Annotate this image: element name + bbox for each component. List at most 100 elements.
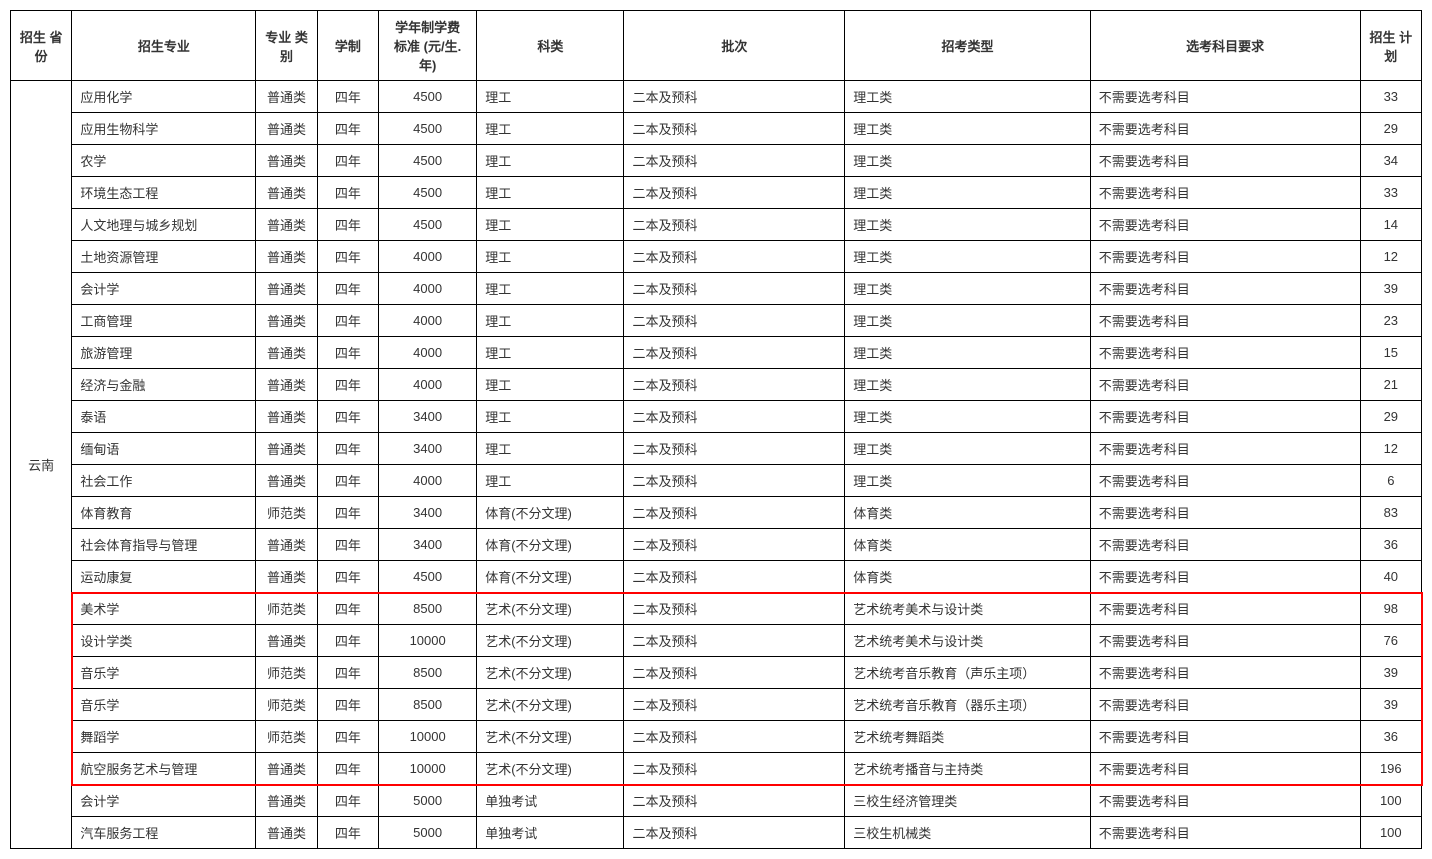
- duration-cell: 四年: [317, 561, 378, 593]
- major-cell: 旅游管理: [72, 337, 256, 369]
- plan-cell: 39: [1360, 273, 1421, 305]
- subject-cell: 单独考试: [477, 817, 624, 849]
- requirement-cell: 不需要选考科目: [1090, 657, 1360, 689]
- category-cell: 普通类: [256, 145, 317, 177]
- table-row: 工商管理普通类四年4000理工二本及预科理工类不需要选考科目23: [11, 305, 1422, 337]
- header-type: 招考类型: [845, 11, 1090, 81]
- category-cell: 普通类: [256, 241, 317, 273]
- tuition-cell: 3400: [379, 529, 477, 561]
- subject-cell: 艺术(不分文理): [477, 689, 624, 721]
- plan-cell: 76: [1360, 625, 1421, 657]
- tuition-cell: 4000: [379, 465, 477, 497]
- table-row: 航空服务艺术与管理普通类四年10000艺术(不分文理)二本及预科艺术统考播音与主…: [11, 753, 1422, 785]
- major-cell: 应用生物科学: [72, 113, 256, 145]
- subject-cell: 理工: [477, 177, 624, 209]
- tuition-cell: 4000: [379, 273, 477, 305]
- type-cell: 体育类: [845, 529, 1090, 561]
- batch-cell: 二本及预科: [624, 593, 845, 625]
- major-cell: 社会体育指导与管理: [72, 529, 256, 561]
- type-cell: 体育类: [845, 497, 1090, 529]
- category-cell: 普通类: [256, 817, 317, 849]
- table-row: 旅游管理普通类四年4000理工二本及预科理工类不需要选考科目15: [11, 337, 1422, 369]
- category-cell: 普通类: [256, 177, 317, 209]
- category-cell: 师范类: [256, 721, 317, 753]
- header-subject: 科类: [477, 11, 624, 81]
- header-province: 招生 省份: [11, 11, 72, 81]
- tuition-cell: 4000: [379, 241, 477, 273]
- subject-cell: 理工: [477, 273, 624, 305]
- major-cell: 运动康复: [72, 561, 256, 593]
- batch-cell: 二本及预科: [624, 369, 845, 401]
- province-cell: 云南: [11, 81, 72, 849]
- subject-cell: 艺术(不分文理): [477, 721, 624, 753]
- header-major: 招生专业: [72, 11, 256, 81]
- tuition-cell: 3400: [379, 433, 477, 465]
- table-row: 体育教育师范类四年3400体育(不分文理)二本及预科体育类不需要选考科目83: [11, 497, 1422, 529]
- batch-cell: 二本及预科: [624, 465, 845, 497]
- requirement-cell: 不需要选考科目: [1090, 337, 1360, 369]
- type-cell: 艺术统考美术与设计类: [845, 625, 1090, 657]
- tuition-cell: 4500: [379, 81, 477, 113]
- type-cell: 艺术统考美术与设计类: [845, 593, 1090, 625]
- table-row: 土地资源管理普通类四年4000理工二本及预科理工类不需要选考科目12: [11, 241, 1422, 273]
- type-cell: 理工类: [845, 177, 1090, 209]
- header-category: 专业 类别: [256, 11, 317, 81]
- table-body: 云南应用化学普通类四年4500理工二本及预科理工类不需要选考科目33应用生物科学…: [11, 81, 1422, 849]
- batch-cell: 二本及预科: [624, 81, 845, 113]
- batch-cell: 二本及预科: [624, 689, 845, 721]
- plan-cell: 21: [1360, 369, 1421, 401]
- table-row: 应用生物科学普通类四年4500理工二本及预科理工类不需要选考科目29: [11, 113, 1422, 145]
- batch-cell: 二本及预科: [624, 241, 845, 273]
- requirement-cell: 不需要选考科目: [1090, 209, 1360, 241]
- tuition-cell: 5000: [379, 817, 477, 849]
- tuition-cell: 4500: [379, 177, 477, 209]
- table-row: 设计学类普通类四年10000艺术(不分文理)二本及预科艺术统考美术与设计类不需要…: [11, 625, 1422, 657]
- table-row: 社会工作普通类四年4000理工二本及预科理工类不需要选考科目6: [11, 465, 1422, 497]
- header-tuition: 学年制学费 标准 (元/生.年): [379, 11, 477, 81]
- subject-cell: 体育(不分文理): [477, 497, 624, 529]
- category-cell: 普通类: [256, 753, 317, 785]
- subject-cell: 理工: [477, 337, 624, 369]
- plan-cell: 83: [1360, 497, 1421, 529]
- category-cell: 普通类: [256, 305, 317, 337]
- tuition-cell: 8500: [379, 593, 477, 625]
- tuition-cell: 4000: [379, 369, 477, 401]
- tuition-cell: 3400: [379, 497, 477, 529]
- type-cell: 艺术统考音乐教育（声乐主项）: [845, 657, 1090, 689]
- major-cell: 会计学: [72, 785, 256, 817]
- major-cell: 环境生态工程: [72, 177, 256, 209]
- requirement-cell: 不需要选考科目: [1090, 145, 1360, 177]
- type-cell: 三校生机械类: [845, 817, 1090, 849]
- category-cell: 普通类: [256, 113, 317, 145]
- duration-cell: 四年: [317, 177, 378, 209]
- type-cell: 体育类: [845, 561, 1090, 593]
- duration-cell: 四年: [317, 785, 378, 817]
- type-cell: 理工类: [845, 145, 1090, 177]
- duration-cell: 四年: [317, 81, 378, 113]
- batch-cell: 二本及预科: [624, 657, 845, 689]
- tuition-cell: 3400: [379, 401, 477, 433]
- table-header: 招生 省份 招生专业 专业 类别 学制 学年制学费 标准 (元/生.年) 科类 …: [11, 11, 1422, 81]
- subject-cell: 艺术(不分文理): [477, 625, 624, 657]
- type-cell: 理工类: [845, 465, 1090, 497]
- batch-cell: 二本及预科: [624, 145, 845, 177]
- table-row: 农学普通类四年4500理工二本及预科理工类不需要选考科目34: [11, 145, 1422, 177]
- subject-cell: 理工: [477, 465, 624, 497]
- major-cell: 音乐学: [72, 657, 256, 689]
- plan-cell: 39: [1360, 657, 1421, 689]
- plan-cell: 15: [1360, 337, 1421, 369]
- major-cell: 舞蹈学: [72, 721, 256, 753]
- plan-cell: 98: [1360, 593, 1421, 625]
- tuition-cell: 8500: [379, 689, 477, 721]
- subject-cell: 理工: [477, 209, 624, 241]
- table-row: 人文地理与城乡规划普通类四年4500理工二本及预科理工类不需要选考科目14: [11, 209, 1422, 241]
- plan-cell: 39: [1360, 689, 1421, 721]
- batch-cell: 二本及预科: [624, 337, 845, 369]
- plan-cell: 33: [1360, 81, 1421, 113]
- subject-cell: 理工: [477, 241, 624, 273]
- duration-cell: 四年: [317, 113, 378, 145]
- type-cell: 理工类: [845, 273, 1090, 305]
- header-requirement: 选考科目要求: [1090, 11, 1360, 81]
- plan-cell: 33: [1360, 177, 1421, 209]
- batch-cell: 二本及预科: [624, 529, 845, 561]
